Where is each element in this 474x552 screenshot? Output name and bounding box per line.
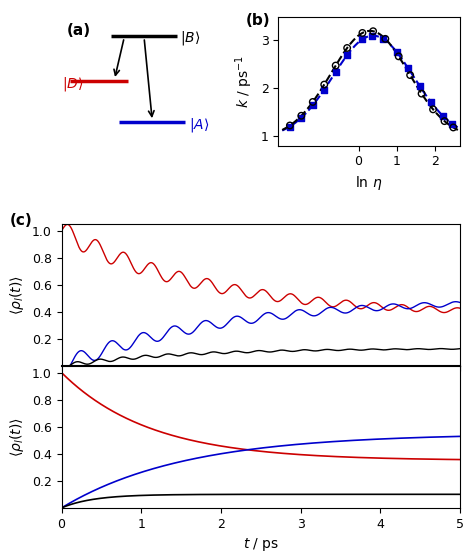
Point <box>395 52 402 61</box>
Point <box>320 85 328 94</box>
Point <box>332 61 339 70</box>
Point <box>428 98 435 107</box>
Point <box>309 98 317 107</box>
Point <box>320 80 328 89</box>
Point <box>380 35 387 44</box>
Point <box>343 44 351 52</box>
Text: $|D\rangle$: $|D\rangle$ <box>62 75 83 93</box>
Point <box>369 27 377 36</box>
Text: (b): (b) <box>246 13 270 28</box>
Point <box>298 113 305 122</box>
Point <box>406 71 414 79</box>
Point <box>286 122 294 131</box>
X-axis label: ln $\eta$: ln $\eta$ <box>356 174 383 192</box>
Text: (a): (a) <box>66 23 91 38</box>
Point <box>393 47 401 56</box>
Point <box>382 34 389 43</box>
Text: (c): (c) <box>10 213 33 227</box>
Point <box>429 105 437 114</box>
Y-axis label: $k$ / ps$^{-1}$: $k$ / ps$^{-1}$ <box>234 55 255 108</box>
Point <box>359 29 366 38</box>
Point <box>359 35 366 44</box>
Point <box>404 64 412 73</box>
Point <box>418 89 425 98</box>
Point <box>332 67 339 76</box>
Point <box>449 123 457 132</box>
Y-axis label: $\langle\rho_l(t)\rangle$: $\langle\rho_l(t)\rangle$ <box>9 275 27 315</box>
Point <box>343 51 351 60</box>
Text: $|B\rangle$: $|B\rangle$ <box>180 29 201 47</box>
Point <box>368 31 376 40</box>
Point <box>439 111 447 120</box>
Point <box>448 119 456 128</box>
Point <box>286 121 294 130</box>
Text: $|A\rangle$: $|A\rangle$ <box>189 116 209 134</box>
Point <box>298 112 305 120</box>
Point <box>441 116 448 125</box>
Point <box>309 101 317 110</box>
Y-axis label: $\langle\rho_l(t)\rangle$: $\langle\rho_l(t)\rangle$ <box>9 417 27 457</box>
Point <box>416 82 423 91</box>
X-axis label: $t$ / ps: $t$ / ps <box>243 536 279 552</box>
